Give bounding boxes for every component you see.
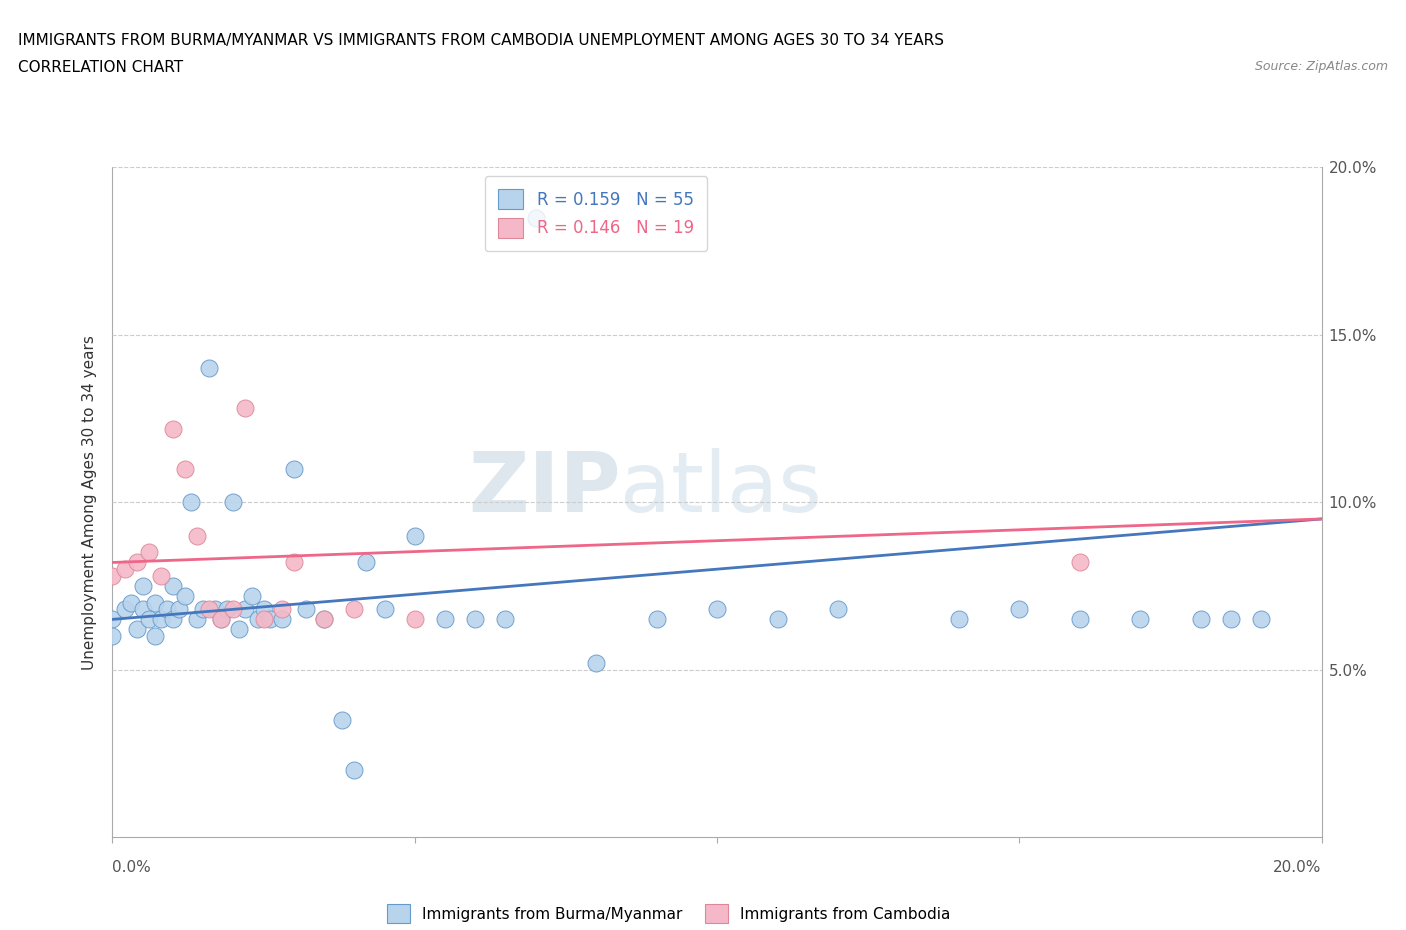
Point — [120, 595, 142, 610]
Point — [162, 612, 184, 627]
Point — [314, 612, 336, 627]
Point — [198, 602, 221, 617]
Text: ZIP: ZIP — [468, 448, 620, 529]
Point — [174, 589, 197, 604]
Point — [343, 763, 366, 777]
Point — [240, 589, 263, 604]
Point — [162, 421, 184, 436]
Point — [167, 602, 190, 617]
Text: Source: ZipAtlas.com: Source: ZipAtlas.com — [1254, 60, 1388, 73]
Point — [235, 602, 257, 617]
Point — [143, 595, 166, 610]
Point — [209, 612, 232, 627]
Point — [404, 612, 426, 627]
Point — [330, 712, 353, 727]
Point — [283, 555, 305, 570]
Point — [222, 495, 245, 510]
Point — [186, 528, 208, 543]
Point — [132, 578, 155, 593]
Text: 0.0%: 0.0% — [112, 860, 152, 875]
Point — [827, 602, 849, 617]
Point — [270, 612, 292, 627]
Point — [524, 210, 547, 225]
Point — [246, 612, 269, 627]
Point — [253, 612, 276, 627]
Point — [1129, 612, 1152, 627]
Point — [404, 528, 426, 543]
Point — [295, 602, 318, 617]
Text: IMMIGRANTS FROM BURMA/MYANMAR VS IMMIGRANTS FROM CAMBODIA UNEMPLOYMENT AMONG AGE: IMMIGRANTS FROM BURMA/MYANMAR VS IMMIGRA… — [18, 33, 945, 47]
Point — [259, 612, 281, 627]
Point — [356, 555, 378, 570]
Point — [209, 612, 232, 627]
Point — [1069, 612, 1091, 627]
Point — [198, 361, 221, 376]
Point — [1250, 612, 1272, 627]
Legend: Immigrants from Burma/Myanmar, Immigrants from Cambodia: Immigrants from Burma/Myanmar, Immigrant… — [381, 898, 956, 929]
Point — [374, 602, 396, 617]
Point — [1220, 612, 1243, 627]
Point — [235, 401, 257, 416]
Point — [162, 578, 184, 593]
Point — [149, 568, 172, 583]
Point — [125, 622, 148, 637]
Point — [125, 555, 148, 570]
Text: CORRELATION CHART: CORRELATION CHART — [18, 60, 183, 75]
Point — [314, 612, 336, 627]
Point — [706, 602, 728, 617]
Point — [948, 612, 970, 627]
Point — [433, 612, 456, 627]
Text: atlas: atlas — [620, 448, 823, 529]
Point — [217, 602, 239, 617]
Point — [114, 562, 136, 577]
Point — [180, 495, 202, 510]
Point — [270, 602, 292, 617]
Point — [156, 602, 179, 617]
Point — [228, 622, 250, 637]
Point — [143, 629, 166, 644]
Point — [132, 602, 155, 617]
Point — [253, 602, 276, 617]
Point — [186, 612, 208, 627]
Point — [138, 545, 160, 560]
Point — [138, 612, 160, 627]
Point — [645, 612, 668, 627]
Point — [1069, 555, 1091, 570]
Point — [1008, 602, 1031, 617]
Point — [343, 602, 366, 617]
Point — [174, 461, 197, 476]
Point — [114, 602, 136, 617]
Point — [585, 656, 607, 671]
Point — [204, 602, 226, 617]
Y-axis label: Unemployment Among Ages 30 to 34 years: Unemployment Among Ages 30 to 34 years — [82, 335, 97, 670]
Point — [191, 602, 214, 617]
Point — [766, 612, 789, 627]
Point — [149, 612, 172, 627]
Point — [222, 602, 245, 617]
Point — [101, 568, 124, 583]
Point — [101, 629, 124, 644]
Text: 20.0%: 20.0% — [1274, 860, 1322, 875]
Point — [1189, 612, 1212, 627]
Point — [495, 612, 517, 627]
Point — [101, 612, 124, 627]
Point — [464, 612, 486, 627]
Point — [283, 461, 305, 476]
